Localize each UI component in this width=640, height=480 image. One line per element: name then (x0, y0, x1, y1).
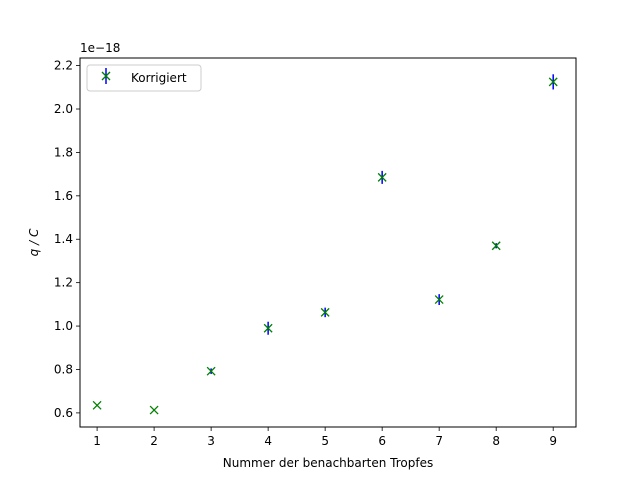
y-axis-ticks: 0.6 0.8 1.0 1.2 1.4 1.6 1.8 2.0 2.2 (54, 59, 80, 420)
x-tick-label: 8 (492, 434, 500, 448)
marker-stroke (434, 295, 444, 305)
legend: Korrigiert (86, 64, 202, 92)
y-tick-label: 1.0 (54, 319, 73, 333)
data-point (377, 172, 387, 182)
data-point (263, 323, 273, 333)
x-tick-label: 7 (435, 434, 443, 448)
y-tick-label: 2.2 (54, 59, 73, 73)
legend-marker (101, 68, 111, 84)
data-point (548, 77, 558, 87)
y-tick-label: 2.0 (54, 102, 73, 116)
x-tick-label: 3 (207, 434, 215, 448)
data-point (149, 405, 159, 415)
legend-frame (86, 64, 202, 92)
y-tick-label: 1.4 (54, 232, 73, 246)
marker-stroke (206, 366, 216, 376)
data-point (491, 241, 501, 251)
y-tick-label: 1.6 (54, 189, 73, 203)
plot-area (92, 74, 558, 415)
x-axis-label: Nummer der benachbarten Tropfes (223, 456, 433, 470)
x-tick-label: 4 (264, 434, 272, 448)
marker-stroke (377, 172, 387, 182)
y-axis-label: q / C (27, 228, 41, 256)
marker-stroke (491, 241, 501, 251)
data-point (92, 400, 102, 410)
marker-stroke (263, 323, 273, 333)
y-scale-label: 1e−18 (80, 41, 120, 55)
x-tick-label: 5 (321, 434, 329, 448)
y-tick-label: 0.6 (54, 406, 73, 420)
data-point (434, 295, 444, 305)
y-tick-label: 0.8 (54, 362, 73, 376)
marker-stroke (149, 405, 159, 415)
y-tick-label: 1.2 (54, 276, 73, 290)
x-tick-label: 6 (378, 434, 386, 448)
legend-label: Korrigiert (131, 71, 187, 85)
axes-frame (79, 57, 577, 428)
x-tick-label: 9 (549, 434, 557, 448)
x-tick-label: 1 (93, 434, 101, 448)
marker-stroke (92, 400, 102, 410)
y-tick-label: 1.8 (54, 145, 73, 159)
x-axis-ticks: 1 2 3 4 5 6 7 8 9 (93, 427, 557, 448)
data-point (206, 366, 216, 376)
data-point (320, 307, 330, 317)
x-tick-label: 2 (150, 434, 158, 448)
legend-marker-stroke (101, 71, 111, 81)
marker-stroke (548, 77, 558, 87)
marker-stroke (320, 307, 330, 317)
